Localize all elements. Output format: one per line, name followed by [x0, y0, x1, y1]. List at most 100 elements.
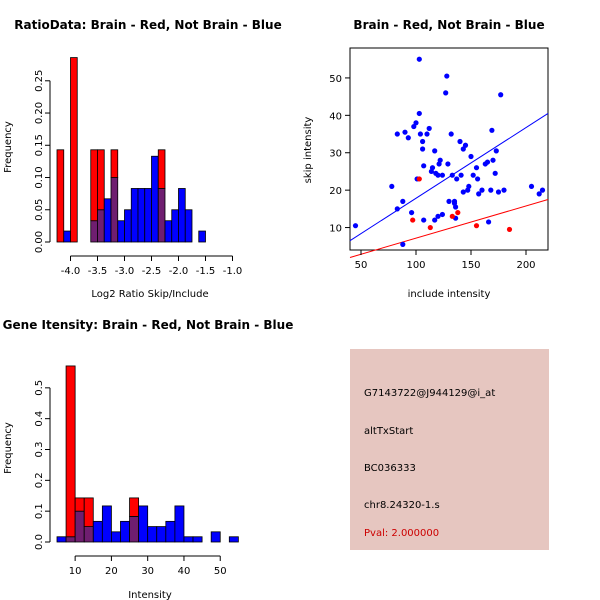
- ratio-hist-x-tick-label: -3.0: [115, 266, 135, 277]
- not-brain-point: [416, 56, 422, 62]
- ratio-hist-bar-not-brain: [144, 188, 152, 243]
- ratio-hist-bar-overlap: [110, 177, 119, 243]
- not-brain-point: [394, 206, 400, 212]
- not-brain-point: [446, 198, 452, 204]
- not-brain-point: [466, 183, 472, 190]
- ratio-hist-bar-not-brain: [137, 188, 146, 243]
- not-brain-point: [495, 189, 502, 195]
- pval-text: Pval: 2.000000: [364, 528, 439, 539]
- not-brain-point: [457, 138, 463, 145]
- intensity-hist-bar-not-brain: [147, 526, 158, 543]
- intensity-hist-bar-brain: [65, 365, 76, 538]
- not-brain-point: [400, 198, 406, 204]
- intensity-hist-y-tick-label: 0.1: [34, 503, 45, 519]
- scatter-plot-box: [349, 47, 549, 251]
- not-brain-point: [389, 183, 395, 190]
- not-brain-point: [424, 131, 430, 137]
- ratio-histogram-xlabel: Log2 Ratio Skip/Include: [91, 289, 208, 300]
- ratio-histogram-bars: [56, 57, 206, 243]
- not-brain-point: [449, 172, 455, 178]
- not-brain-point: [460, 189, 466, 195]
- ratio-hist-bar-not-brain: [103, 198, 112, 243]
- ratio-hist-x-tick-label: -3.5: [88, 266, 108, 277]
- ratio-hist-bar-brain: [56, 149, 65, 243]
- not-brain-point: [488, 187, 494, 193]
- ratio-hist-bar-brain: [90, 149, 98, 222]
- ratio-hist-bar-not-brain: [164, 220, 173, 243]
- intensity-hist-bar-not-brain: [192, 536, 203, 543]
- not-brain-point: [435, 172, 441, 178]
- ratio-histogram-ylabel: Frequency: [3, 121, 14, 173]
- brain-point: [473, 223, 480, 229]
- ratio-hist-bar-not-brain: [198, 230, 206, 243]
- intensity-hist-bar-not-brain: [165, 520, 176, 543]
- intensity-hist-bar-overlap: [83, 526, 94, 543]
- intensity-hist-bar-not-brain: [92, 520, 103, 543]
- not-brain-point: [448, 131, 454, 137]
- ratio-hist-bar-brain: [110, 149, 119, 178]
- not-brain-point: [426, 125, 432, 132]
- scatter-x-tick-label: 100: [406, 260, 425, 271]
- ratio-hist-bar-brain: [157, 149, 166, 189]
- not-brain-point: [394, 131, 400, 137]
- not-brain-point: [432, 148, 438, 154]
- not-brain-point: [536, 191, 542, 197]
- not-brain-point: [444, 73, 450, 79]
- ratio-hist-bar-not-brain: [178, 188, 186, 243]
- not-brain-point: [409, 209, 415, 216]
- intensity-hist-bar-not-brain: [174, 505, 185, 543]
- ratio-hist-bar-brain: [70, 57, 78, 243]
- not-brain-point: [402, 129, 408, 135]
- scatter-axes: 50 100 150 200 10 20 30 40 50: [329, 74, 535, 271]
- intensity-hist-bar-overlap: [129, 516, 140, 543]
- scatter-y-tick-label: 30: [329, 149, 342, 160]
- not-brain-point: [486, 219, 492, 225]
- brain-point: [410, 217, 416, 223]
- not-brain-point: [439, 172, 445, 178]
- brain-fit-line: [349, 199, 549, 258]
- ratio-histogram: RatioData: Brain - Red, Not Brain - Blue…: [3, 18, 282, 300]
- not-brain-point: [413, 120, 419, 126]
- not-brain-point: [489, 127, 495, 133]
- not-brain-point: [435, 213, 441, 219]
- not-brain-point: [400, 241, 406, 247]
- not-brain-point: [539, 187, 546, 193]
- intensity-hist-y-tick-label: 0.0: [34, 534, 45, 550]
- not-brain-point: [460, 146, 466, 152]
- scatter-title: Brain - Red, Not Brain - Blue: [353, 18, 544, 32]
- not-brain-point: [421, 163, 427, 169]
- intensity-histogram-ylabel: Frequency: [3, 422, 14, 474]
- scatter-xlabel: include intensity: [408, 289, 491, 300]
- ratio-hist-x-tick-label: -1.0: [223, 266, 243, 277]
- ratio-hist-y-tick-label: 0.20: [34, 102, 45, 124]
- not-brain-point: [476, 191, 482, 197]
- ratio-hist-bar-overlap: [97, 209, 105, 243]
- event-type: altTxStart: [364, 426, 413, 437]
- brain-point: [506, 226, 513, 233]
- not-brain-point: [405, 135, 411, 141]
- intensity-hist-bar-not-brain: [56, 536, 67, 543]
- not-brain-point: [420, 146, 426, 152]
- not-brain-point: [501, 187, 507, 193]
- intensity-hist-x-tick-label: 50: [214, 566, 227, 577]
- ratio-hist-bar-brain: [97, 149, 105, 211]
- not-brain-point: [417, 131, 423, 137]
- ratio-hist-x-tick-label: -1.5: [196, 266, 216, 277]
- intensity-hist-y-tick-label: 0.5: [34, 380, 45, 396]
- intensity-histogram-bars: [56, 365, 239, 543]
- info-panel-background: [350, 349, 549, 550]
- ratio-histogram-axes: 0.00 0.05 0.10 0.15 0.20 0.25 -4.0 -3.5 -3.0 -2.5…: [34, 70, 242, 277]
- not-brain-point: [454, 176, 460, 182]
- not-brain-point: [479, 187, 485, 193]
- intensity-histogram-axes: 0.0 0.1 0.2 0.3 0.4 0.5 10 20 30 40 50: [34, 380, 227, 577]
- not-brain-point: [528, 183, 535, 190]
- not-brain-point: [492, 170, 498, 176]
- not-brain-point: [451, 198, 458, 204]
- ratio-hist-y-tick-label: 0.10: [34, 166, 45, 188]
- scatter-y-tick-label: 40: [329, 111, 342, 122]
- not-brain-point: [437, 157, 443, 163]
- intensity-hist-bar-brain: [74, 497, 85, 512]
- intensity-hist-bar-not-brain: [111, 531, 121, 543]
- intensity-histogram-xlabel: Intensity: [128, 590, 172, 600]
